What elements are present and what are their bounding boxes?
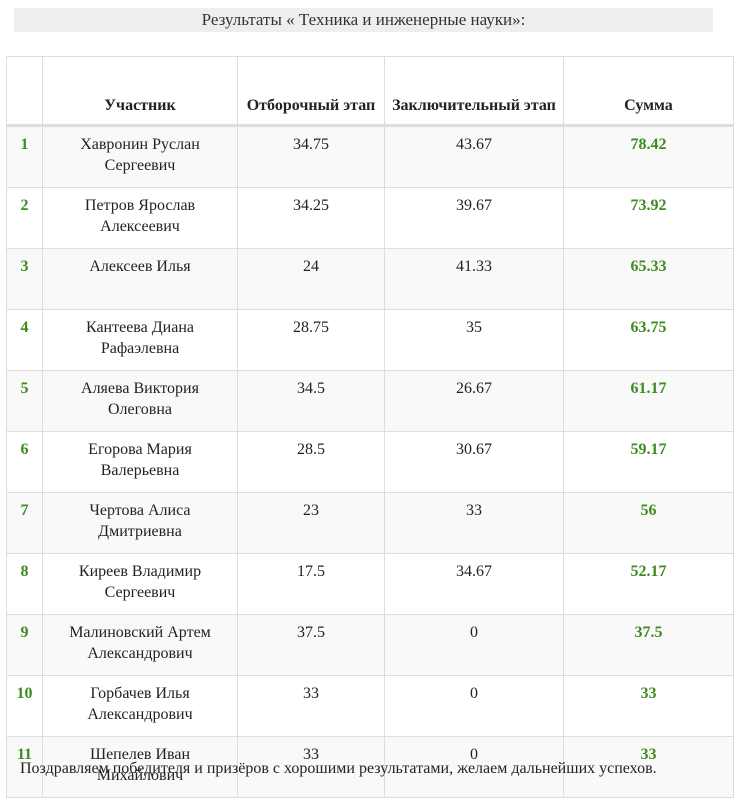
place-cell: 5 [6, 370, 43, 432]
qualifying-cell: 34.75 [237, 125, 385, 188]
qualifying-cell: 23 [237, 492, 385, 554]
participant-cell: Горбачев Илья Александрович [42, 675, 238, 737]
place-cell: 2 [6, 187, 43, 249]
total-cell: 65.33 [563, 248, 734, 310]
header-total: Сумма [563, 56, 734, 127]
participant-cell: Егорова Мария Валерьевна [42, 431, 238, 493]
table-header-row: Участник Отборочный этап Заключительный … [6, 56, 734, 127]
total-cell: 56 [563, 492, 734, 554]
table-row: 6 Егорова Мария Валерьевна 28.5 30.67 59… [6, 431, 734, 493]
page-title: Результаты « Техника и инженерные науки»… [14, 8, 713, 32]
place-cell: 6 [6, 431, 43, 493]
final-cell: 39.67 [384, 187, 564, 249]
total-cell: 61.17 [563, 370, 734, 432]
final-cell: 30.67 [384, 431, 564, 493]
participant-cell: Чертова Алиса Дмитриевна [42, 492, 238, 554]
participant-cell: Кантеева Диана Рафаэлевна [42, 309, 238, 371]
final-cell: 26.67 [384, 370, 564, 432]
participant-cell: Петров Ярослав Алексеевич [42, 187, 238, 249]
total-cell: 33 [563, 675, 734, 737]
table-row: 4 Кантеева Диана Рафаэлевна 28.75 35 63.… [6, 309, 734, 371]
final-cell: 0 [384, 675, 564, 737]
place-cell: 10 [6, 675, 43, 737]
total-cell: 52.17 [563, 553, 734, 615]
final-cell: 35 [384, 309, 564, 371]
participant-cell: Шепелев Иван Михайлович [42, 736, 238, 798]
table-row: 11 Шепелев Иван Михайлович 33 0 33 [6, 736, 734, 798]
qualifying-cell: 28.5 [237, 431, 385, 493]
table-row: 3 Алексеев Илья 24 41.33 65.33 [6, 248, 734, 310]
table-row: 8 Киреев Владимир Сергеевич 17.5 34.67 5… [6, 553, 734, 615]
header-place [6, 56, 43, 127]
header-participant: Участник [42, 56, 238, 127]
total-cell: 63.75 [563, 309, 734, 371]
final-cell: 41.33 [384, 248, 564, 310]
participant-cell: Киреев Владимир Сергеевич [42, 553, 238, 615]
total-cell: 33 [563, 736, 734, 798]
table-row: 5 Аляева Виктория Олеговна 34.5 26.67 61… [6, 370, 734, 432]
total-cell: 37.5 [563, 614, 734, 676]
participant-cell: Малиновский Артем Александрович [42, 614, 238, 676]
final-cell: 43.67 [384, 125, 564, 188]
qualifying-cell: 17.5 [237, 553, 385, 615]
header-final: Заключительный этап [384, 56, 564, 127]
participant-cell: Аляева Виктория Олеговна [42, 370, 238, 432]
table-row: 1 Хавронин Руслан Сергеевич 34.75 43.67 … [6, 125, 734, 188]
place-cell: 8 [6, 553, 43, 615]
total-cell: 59.17 [563, 431, 734, 493]
qualifying-cell: 34.5 [237, 370, 385, 432]
final-cell: 34.67 [384, 553, 564, 615]
final-cell: 33 [384, 492, 564, 554]
qualifying-cell: 37.5 [237, 614, 385, 676]
qualifying-cell: 33 [237, 736, 385, 798]
place-cell: 3 [6, 248, 43, 310]
total-cell: 73.92 [563, 187, 734, 249]
qualifying-cell: 28.75 [237, 309, 385, 371]
results-table: Участник Отборочный этап Заключительный … [6, 56, 734, 798]
place-cell: 9 [6, 614, 43, 676]
place-cell: 11 [6, 736, 43, 798]
table-row: 2 Петров Ярослав Алексеевич 34.25 39.67 … [6, 187, 734, 249]
table-row: 10 Горбачев Илья Александрович 33 0 33 [6, 675, 734, 737]
place-cell: 1 [6, 125, 43, 188]
total-cell: 78.42 [563, 125, 734, 188]
place-cell: 4 [6, 309, 43, 371]
qualifying-cell: 24 [237, 248, 385, 310]
final-cell: 0 [384, 736, 564, 798]
qualifying-cell: 34.25 [237, 187, 385, 249]
final-cell: 0 [384, 614, 564, 676]
table-row: 9 Малиновский Артем Александрович 37.5 0… [6, 614, 734, 676]
header-qualifying: Отборочный этап [237, 56, 385, 127]
participant-cell: Алексеев Илья [42, 248, 238, 310]
congratulations-note: Поздравляем победителя и призёров с хоро… [20, 760, 657, 777]
qualifying-cell: 33 [237, 675, 385, 737]
participant-cell: Хавронин Руслан Сергеевич [42, 125, 238, 188]
table-row: 7 Чертова Алиса Дмитриевна 23 33 56 [6, 492, 734, 554]
place-cell: 7 [6, 492, 43, 554]
